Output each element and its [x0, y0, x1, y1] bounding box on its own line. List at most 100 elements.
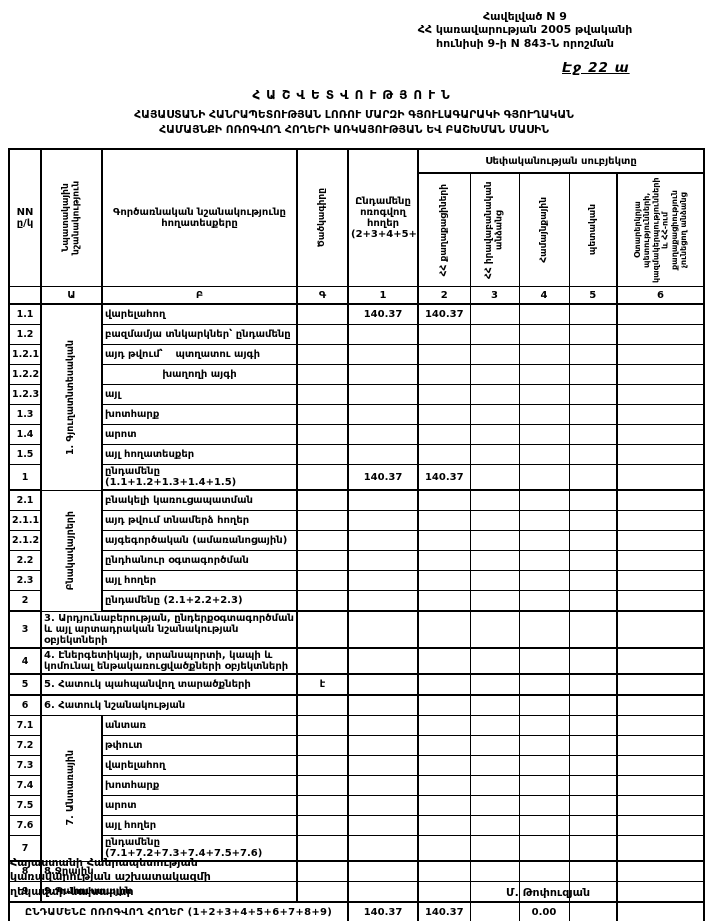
row-number: 7.3	[8, 755, 42, 776]
org-line-2: կառավարության աշխատակազմի	[10, 870, 211, 884]
owner-foreign-text: Օտարերկրյա պետությունների, կազմակերպությ…	[632, 177, 688, 283]
value-cell	[417, 570, 471, 591]
value-cell	[347, 860, 419, 882]
annex-line-1: Հավելված N 9	[483, 10, 567, 23]
row-label: վարելահող	[101, 755, 298, 776]
code-cell	[296, 715, 349, 736]
value-cell	[469, 303, 520, 325]
code-cell	[296, 835, 349, 862]
row-number: 1.2	[8, 324, 42, 345]
value-cell	[347, 775, 419, 796]
value-cell	[568, 530, 618, 551]
col-header-owner-citizens: ՀՀ քաղաքացիների	[417, 172, 471, 287]
value-cell	[518, 570, 570, 591]
value-cell	[347, 489, 419, 511]
section-label: Բնակավայրերի	[40, 489, 103, 612]
table-header-row-1: NN ը/կ Նպատակային նշանակություն Գործառնա…	[8, 148, 705, 287]
table-row: 2.1.2 այգեգործական (ամառանոցային)	[8, 530, 705, 551]
value-cell	[347, 384, 419, 405]
table-row: 9 9.Պահուստային	[8, 881, 705, 903]
table-row: 1.2.1 այդ թվում՝ պտղատու այգի	[8, 344, 705, 365]
value-cell	[469, 795, 520, 816]
table-row: 7.1 7. Անտառային անտառ	[8, 715, 705, 862]
value-cell	[615, 444, 705, 465]
code-cell	[296, 860, 349, 882]
col-header-purpose: Նպատակային նշանակություն	[40, 148, 103, 287]
value-cell	[518, 647, 570, 675]
table-row: 4 4. Էներգետիկայի, տրանսպորտի, կապի և կոմ…	[8, 647, 705, 675]
row-label: այդ թվում տնամերձ հողեր	[101, 510, 298, 531]
value-cell	[347, 647, 419, 675]
row-label: 3. Արդյունաբերության, ընդերքօգտագործման …	[40, 610, 298, 649]
value-cell	[469, 647, 520, 675]
section-label-text: 1. Գյուղատնտեսական	[65, 339, 77, 455]
value-cell	[568, 444, 618, 465]
value-cell	[615, 647, 705, 675]
page-title: ՀԱՇՎԵՏՎՈՒԹՅՈՒՆ	[252, 88, 456, 102]
row-label: վարելահող	[101, 303, 298, 325]
row-number: 1.3	[8, 404, 42, 425]
code-cell	[296, 489, 349, 511]
value-cell	[469, 610, 520, 649]
code-cell	[296, 550, 349, 571]
value-cell	[615, 324, 705, 345]
code-cell	[296, 510, 349, 531]
value-cell	[469, 510, 520, 531]
row-label: 5. Հատուկ պահպանվող տարածքների	[40, 673, 298, 696]
value-cell	[469, 694, 520, 716]
value-cell	[417, 647, 471, 675]
value-cell: 140.37	[347, 901, 419, 921]
value-cell	[347, 324, 419, 345]
value-cell	[347, 610, 419, 649]
code-cell	[296, 647, 349, 675]
value-cell	[518, 860, 570, 882]
row-number: 1.2.2	[8, 364, 42, 385]
row-label: բնակելի կառուցապատման	[101, 489, 298, 511]
value-cell	[568, 344, 618, 365]
annex-reference: Հավելված N 9 ՀՀ կառավարության 2005 թվակա…	[358, 10, 692, 50]
value-cell	[347, 735, 419, 756]
col-header-owner-legal-entities: ՀՀ իրավաբանական անձանց	[469, 172, 520, 287]
row-label-part: պտղատու այգի	[175, 349, 260, 360]
value-cell	[469, 530, 520, 551]
value-cell	[417, 835, 471, 862]
value-cell	[615, 860, 705, 882]
value-cell: 140.37	[417, 303, 471, 325]
value-cell	[568, 755, 618, 776]
value-cell	[347, 424, 419, 445]
owner-legal-entities-text: ՀՀ իրավաբանական անձանց	[484, 181, 505, 279]
subtitle-line-2: ՀԱՄԱՅՆՔԻ ՈՌՈԳՎՈՂ ՀՈՂԵՐԻ ԱՌԿԱՅՈՒԹՅԱՆ ԵՎ Բ…	[159, 122, 549, 136]
value-cell	[615, 775, 705, 796]
col-header-functional: Գործառնական նշանակությունը հողատեսքերը	[101, 148, 298, 287]
value-cell	[518, 835, 570, 862]
code-cell	[296, 795, 349, 816]
value-cell	[615, 795, 705, 816]
value-cell	[417, 673, 471, 696]
value-cell	[615, 881, 705, 903]
table-row: 1 ընդամենը (1.1+1.2+1.3+1.4+1.5) 140.37 140…	[8, 464, 705, 491]
value-cell	[469, 835, 520, 862]
value-cell	[347, 715, 419, 736]
letter-cell: 2	[417, 286, 471, 305]
code-cell	[296, 530, 349, 551]
value-cell	[417, 404, 471, 425]
value-cell	[347, 815, 419, 836]
code-cell	[296, 424, 349, 445]
value-cell	[568, 550, 618, 571]
value-cell	[417, 384, 471, 405]
value-cell	[518, 324, 570, 345]
value-cell	[469, 715, 520, 736]
value-cell	[568, 795, 618, 816]
value-cell	[518, 715, 570, 736]
value-cell	[615, 384, 705, 405]
value-cell	[469, 673, 520, 696]
value-cell	[568, 860, 618, 882]
value-cell	[417, 860, 471, 882]
row-label: այդ թվում՝ պտղատու այգի	[101, 344, 298, 365]
value-cell	[615, 530, 705, 551]
value-cell	[469, 404, 520, 425]
table-row: 2 ընդամենը (2.1+2.2+2.3)	[8, 590, 705, 612]
value-cell	[518, 610, 570, 649]
value-cell	[518, 755, 570, 776]
